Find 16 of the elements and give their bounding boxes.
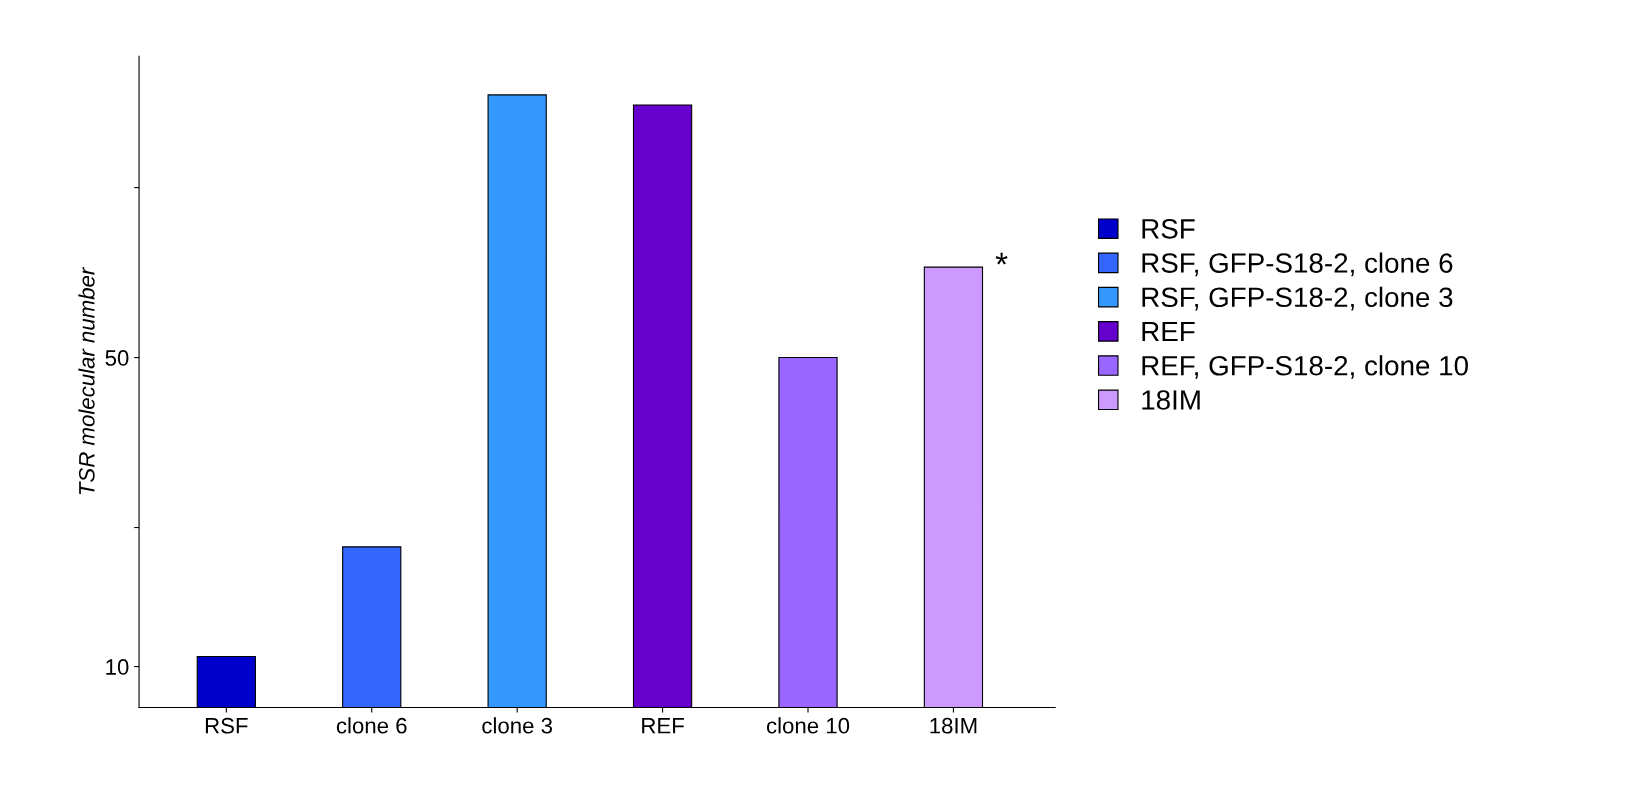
legend-label: RSF, GFP-S18-2, clone 6 <box>1142 252 1453 277</box>
legend-label: RSF <box>1142 218 1195 239</box>
legend-label: REF <box>1142 321 1195 342</box>
x-tick-label: REF <box>642 718 684 734</box>
legend-label: REF, GFP-S18-2, clone 10 <box>1142 355 1468 379</box>
y-axis-title: TSR molecular number <box>78 266 95 495</box>
y-tick-label: 10 <box>106 659 129 675</box>
legend-label: RSF, GFP-S18-2, clone 3 <box>1142 286 1453 311</box>
x-tick-label: clone 3 <box>482 717 553 734</box>
x-tick-label: RSF <box>205 717 248 734</box>
legend-label: 18IM <box>1142 390 1200 410</box>
x-tick-label: clone 6 <box>336 717 407 734</box>
annotation: * <box>995 252 1008 265</box>
x-tick-label: 18IM <box>930 717 977 734</box>
x-tick-label: clone 10 <box>766 717 850 734</box>
y-tick-label: 50 <box>105 350 129 366</box>
